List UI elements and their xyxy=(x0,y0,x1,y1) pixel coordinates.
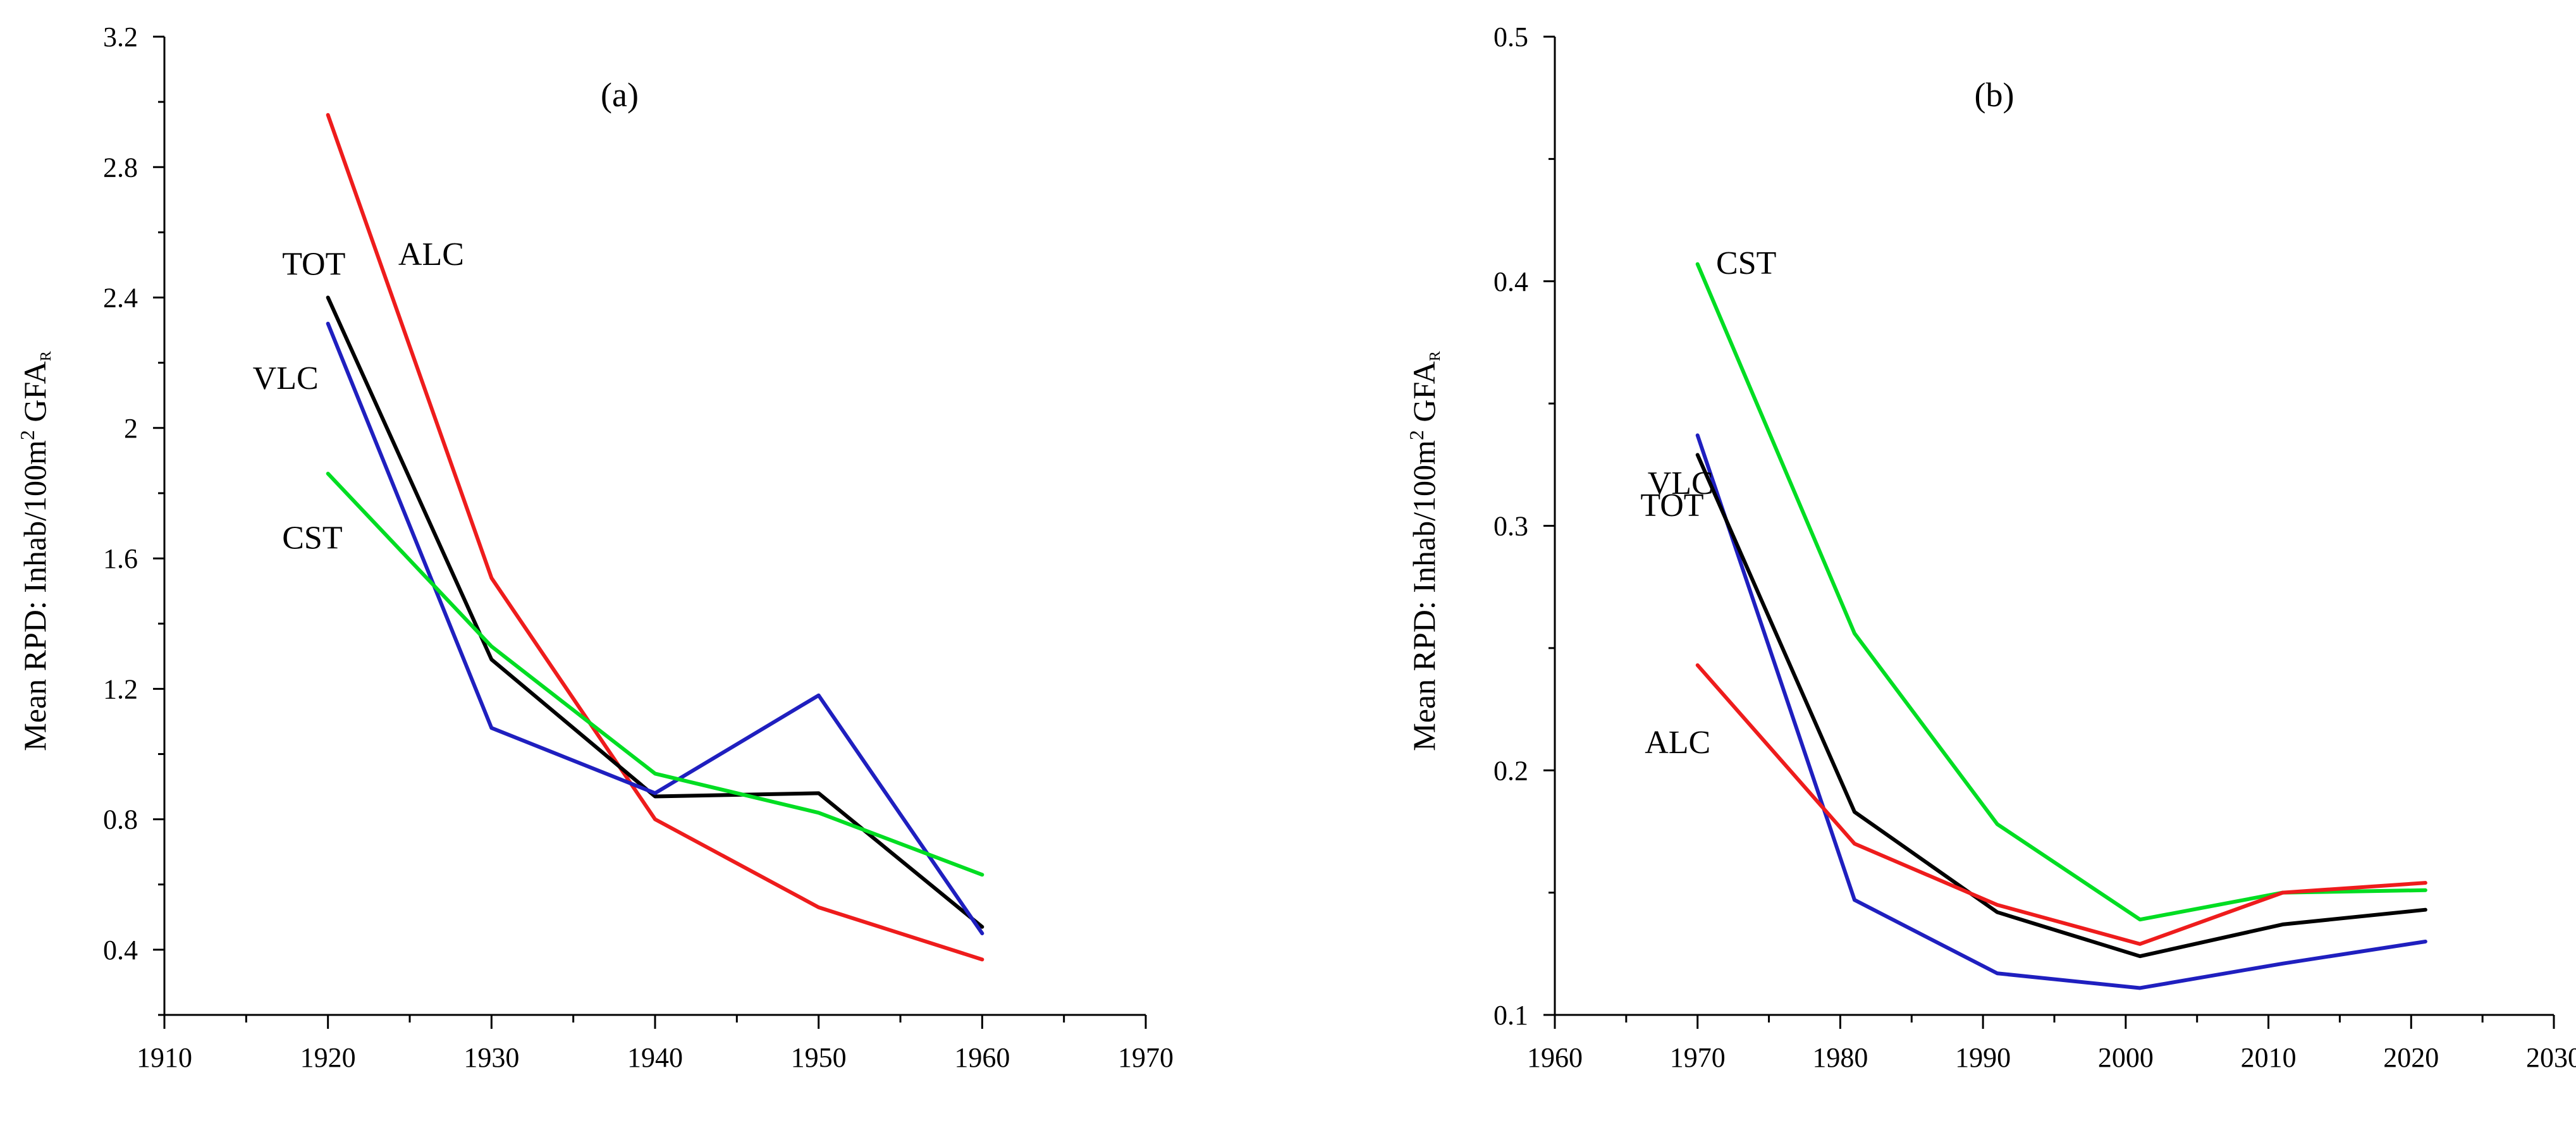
y-tick-label: 0.8 xyxy=(103,804,138,835)
y-tick-label: 2.8 xyxy=(103,152,138,183)
y-tick-label: 1.2 xyxy=(103,673,138,704)
y-tick-label: 0.1 xyxy=(1493,1000,1528,1031)
series-line-cst xyxy=(326,471,984,877)
chart-a-svg: 1910 1920 1930 1940 1950 1960 1970 0.4 0.8 1.2 1.6… xyxy=(16,21,1174,1073)
y-tick-label: 0.4 xyxy=(1493,266,1528,297)
chart-panel-a: 1910 1920 1930 1940 1950 1960 1970 0.4 0.8 1.2 1.6… xyxy=(16,21,1174,1073)
y-axis-title: Mean RPD: Inhab/100m2 GFAR xyxy=(16,351,54,751)
x-tick-label: 1990 xyxy=(1955,1042,2011,1073)
y-tick-label: 2.4 xyxy=(103,283,138,314)
series-label-alc: ALC xyxy=(1645,725,1710,761)
series-label-alc: ALC xyxy=(398,236,464,273)
series-line-alc xyxy=(326,113,984,962)
chart-title: (a) xyxy=(601,76,639,114)
chart-b-svg: 1960 1970 1980 1990 2000 2010 2020 2030 0.1 0.2 0.… xyxy=(1405,21,2576,1073)
y-tick-label: 0.4 xyxy=(103,935,138,966)
x-tick-label: 1980 xyxy=(1812,1042,1868,1073)
x-tick-label: 1910 xyxy=(137,1042,192,1073)
x-tick-label: 1970 xyxy=(1670,1042,1726,1073)
x-tick-label: 2000 xyxy=(2098,1042,2154,1073)
series-line-tot xyxy=(1695,453,2427,959)
series-label-vlc: VLC xyxy=(1648,465,1714,501)
y-tick-label: 0.2 xyxy=(1493,755,1528,786)
x-tick-label: 2020 xyxy=(2383,1042,2439,1073)
series-line-cst xyxy=(1695,262,2427,922)
x-tick-label: 1960 xyxy=(1527,1042,1583,1073)
series-label-tot: TOT xyxy=(1640,488,1703,524)
y-tick-label: 3.2 xyxy=(103,21,138,52)
series-line-tot xyxy=(326,295,984,929)
chart-title: (b) xyxy=(1975,76,2015,114)
series-label-tot: TOT xyxy=(282,246,345,282)
x-tick-label: 1920 xyxy=(300,1042,356,1073)
x-tick-label: 1930 xyxy=(463,1042,519,1073)
series-line-vlc xyxy=(326,321,984,936)
x-tick-label: 2030 xyxy=(2526,1042,2576,1073)
y-tick-label: 1.6 xyxy=(103,543,138,574)
x-tick-label: 1950 xyxy=(791,1042,847,1073)
series-label-cst: CST xyxy=(1716,245,1776,281)
y-tick-label: 0.5 xyxy=(1493,21,1528,52)
series-label-vlc: VLC xyxy=(253,360,319,396)
y-tick-label: 2 xyxy=(124,413,138,444)
x-tick-label: 2010 xyxy=(2241,1042,2297,1073)
x-tick-label: 1940 xyxy=(627,1042,683,1073)
x-tick-label: 1960 xyxy=(954,1042,1010,1073)
x-tick-label: 1970 xyxy=(1118,1042,1174,1073)
series-label-cst: CST xyxy=(282,520,342,556)
series-line-vlc xyxy=(1695,433,2427,990)
series-line-alc xyxy=(1695,663,2427,946)
y-axis-title: Mean RPD: Inhab/100m2 GFAR xyxy=(1405,351,1444,751)
chart-panel-b: 1960 1970 1980 1990 2000 2010 2020 2030 0.1 0.2 0.… xyxy=(1288,0,2576,1130)
y-tick-label: 0.3 xyxy=(1493,511,1528,542)
